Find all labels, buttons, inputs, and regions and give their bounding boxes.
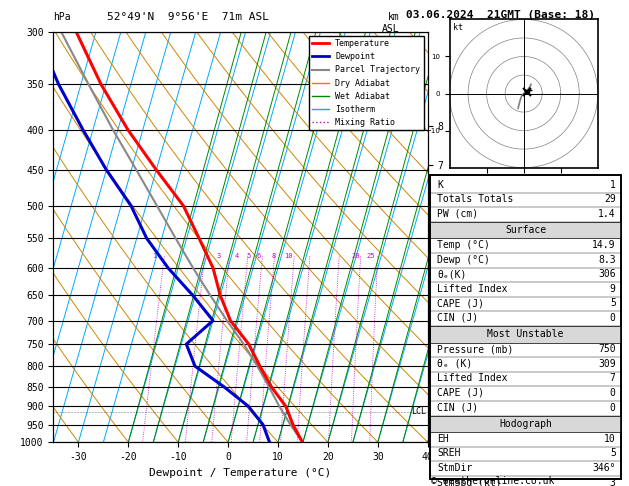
Bar (430, 416, 621, 432)
Text: 20: 20 (352, 254, 360, 260)
Text: 1.4: 1.4 (598, 208, 616, 219)
Text: 52°49'N  9°56'E  71m ASL: 52°49'N 9°56'E 71m ASL (107, 12, 269, 22)
Text: PW (cm): PW (cm) (437, 208, 479, 219)
Text: Most Unstable: Most Unstable (487, 330, 564, 339)
X-axis label: Dewpoint / Temperature (°C): Dewpoint / Temperature (°C) (150, 468, 331, 478)
Text: 29: 29 (604, 194, 616, 204)
Text: 6: 6 (257, 254, 261, 260)
Text: LCL: LCL (411, 407, 426, 417)
Bar (430, 222, 621, 239)
Text: StmSpd (kt): StmSpd (kt) (437, 478, 502, 486)
Text: 10: 10 (284, 254, 293, 260)
Text: θₑ (K): θₑ (K) (437, 359, 472, 369)
Text: 309: 309 (598, 359, 616, 369)
Bar (430, 326, 621, 343)
Text: © weatheronline.co.uk: © weatheronline.co.uk (431, 476, 554, 486)
Text: 0: 0 (610, 388, 616, 398)
Text: 1: 1 (610, 179, 616, 190)
Text: 3: 3 (217, 254, 221, 260)
Text: θₑ(K): θₑ(K) (437, 269, 467, 279)
Text: StmDir: StmDir (437, 463, 472, 473)
Text: km
ASL: km ASL (382, 12, 399, 34)
Text: Lifted Index: Lifted Index (437, 284, 508, 294)
Text: CAPE (J): CAPE (J) (437, 298, 484, 308)
Text: 7: 7 (610, 373, 616, 383)
Text: 5: 5 (610, 449, 616, 458)
Text: hPa: hPa (53, 12, 71, 22)
Text: kt: kt (454, 23, 463, 32)
Text: 5: 5 (247, 254, 251, 260)
Text: 3: 3 (610, 478, 616, 486)
Text: 306: 306 (598, 269, 616, 279)
Text: 8: 8 (272, 254, 276, 260)
Text: EH: EH (437, 434, 449, 444)
FancyBboxPatch shape (430, 175, 621, 479)
Text: Temp (°C): Temp (°C) (437, 240, 490, 250)
Legend: Temperature, Dewpoint, Parcel Trajectory, Dry Adiabat, Wet Adiabat, Isotherm, Mi: Temperature, Dewpoint, Parcel Trajectory… (309, 36, 423, 130)
Text: 10: 10 (604, 434, 616, 444)
Text: 9: 9 (610, 284, 616, 294)
Text: 346°: 346° (592, 463, 616, 473)
Text: 14.9: 14.9 (592, 240, 616, 250)
Text: 0: 0 (610, 402, 616, 413)
Text: 03.06.2024  21GMT (Base: 18): 03.06.2024 21GMT (Base: 18) (406, 10, 594, 20)
Text: 8.3: 8.3 (598, 255, 616, 264)
Text: Totals Totals: Totals Totals (437, 194, 514, 204)
Text: Pressure (mb): Pressure (mb) (437, 344, 514, 354)
Text: Surface: Surface (505, 225, 546, 235)
Text: 25: 25 (367, 254, 376, 260)
Text: Hodograph: Hodograph (499, 419, 552, 429)
Text: 0: 0 (610, 313, 616, 323)
Text: K: K (437, 179, 443, 190)
Text: CAPE (J): CAPE (J) (437, 388, 484, 398)
Text: 5: 5 (610, 298, 616, 308)
Y-axis label: Mixing Ratio (g/kg): Mixing Ratio (g/kg) (446, 181, 456, 293)
Text: Dewp (°C): Dewp (°C) (437, 255, 490, 264)
Text: Lifted Index: Lifted Index (437, 373, 508, 383)
Text: 4: 4 (234, 254, 238, 260)
Text: 750: 750 (598, 344, 616, 354)
Text: SREH: SREH (437, 449, 461, 458)
Text: CIN (J): CIN (J) (437, 313, 479, 323)
Text: 1: 1 (152, 254, 156, 260)
Text: CIN (J): CIN (J) (437, 402, 479, 413)
